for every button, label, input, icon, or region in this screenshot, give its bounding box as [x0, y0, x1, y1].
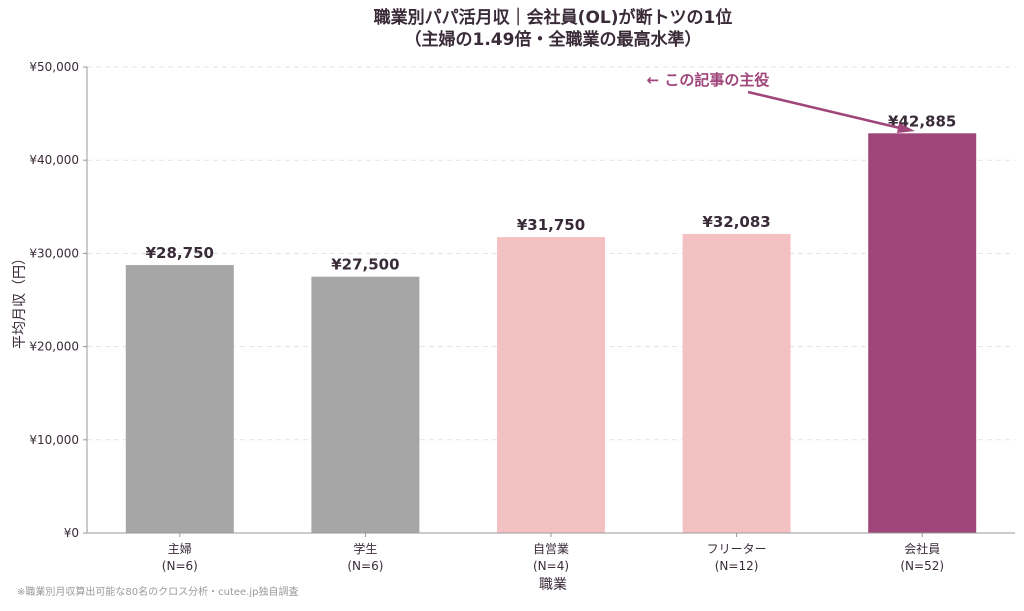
bar-2 [497, 237, 605, 533]
bar-3 [682, 233, 791, 533]
footnote: ※職業別月収算出可能な80名のクロス分析・cutee.jp独自調査 [17, 585, 298, 598]
x-category-sublabel: (N=12) [715, 559, 759, 573]
bar-0 [125, 265, 234, 533]
x-category-label: フリーター [707, 542, 767, 556]
x-category-label: 会社員 [904, 541, 940, 556]
bar-value-label: ¥28,750 [146, 244, 214, 262]
x-axis-categories: 主婦 (N=6) 学生 (N=6) 自営業 (N=4) フリーター (N=12) 会社員 (N=5… [162, 533, 944, 573]
x-category-sublabel: (N=52) [900, 559, 944, 573]
bar-value-label: ¥27,500 [331, 256, 399, 274]
chart-title-line1: 職業別パパ活月収｜会社員(OL)が断トツの1位 [374, 7, 733, 28]
bar-1 [311, 276, 420, 533]
value-labels: ¥28,750 ¥27,500 ¥31,750 ¥32,083 ¥42,885 [146, 112, 957, 273]
annotation: ← この記事の主役 [647, 71, 915, 133]
annotation-arrow-line [747, 90, 905, 131]
y-axis-ticks: ¥0 ¥10,000 ¥20,000 ¥30,000 ¥40,000 ¥50,000 [29, 60, 87, 540]
x-axis-title: 職業 [539, 577, 567, 593]
x-category-label: 自営業 [533, 542, 569, 556]
x-category-label: 学生 [353, 541, 377, 556]
bars [125, 133, 977, 533]
y-tick-label: ¥30,000 [29, 246, 79, 260]
y-tick-label: ¥0 [64, 526, 79, 540]
bar-value-label: ¥31,750 [517, 216, 585, 234]
bar-value-label: ¥32,083 [702, 213, 770, 231]
x-category-sublabel: (N=6) [162, 559, 198, 573]
x-category-sublabel: (N=6) [347, 559, 383, 573]
bar-4 [868, 133, 977, 533]
bar-value-label: ¥42,885 [888, 112, 956, 130]
y-tick-label: ¥40,000 [29, 153, 79, 167]
y-tick-label: ¥10,000 [29, 433, 79, 447]
y-tick-label: ¥20,000 [29, 340, 79, 354]
annotation-arrowhead [897, 123, 915, 133]
y-axis-title: 平均月収（円） [12, 251, 28, 349]
annotation-text: ← この記事の主役 [647, 71, 770, 89]
y-tick-label: ¥50,000 [29, 60, 79, 74]
x-category-sublabel: (N=4) [533, 559, 569, 573]
x-category-label: 主婦 [168, 541, 192, 556]
chart-title-line2: （主婦の1.49倍・全職業の最高水準） [405, 29, 702, 50]
